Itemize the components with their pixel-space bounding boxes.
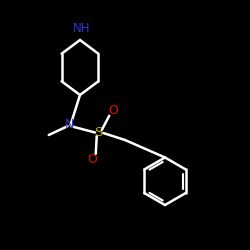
Text: O: O <box>87 153 97 166</box>
Text: S: S <box>94 126 103 140</box>
Text: O: O <box>108 104 118 117</box>
Text: N: N <box>65 118 74 131</box>
Text: NH: NH <box>72 22 90 35</box>
